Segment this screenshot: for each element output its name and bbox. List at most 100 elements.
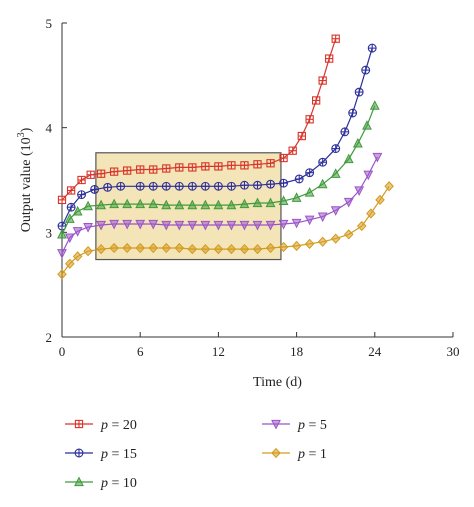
x-tick-label: 30	[447, 344, 460, 359]
data-point	[354, 186, 365, 196]
data-point	[372, 152, 383, 163]
y-axis-title-close: )	[19, 127, 34, 132]
data-point	[291, 240, 302, 252]
data-point	[213, 199, 224, 210]
x-tick-label: 24	[368, 344, 382, 359]
data-point	[187, 181, 197, 191]
legend-variable: p	[100, 418, 108, 433]
data-point	[122, 242, 132, 254]
data-point	[90, 184, 100, 194]
data-point	[278, 219, 289, 230]
data-point	[83, 200, 93, 211]
data-point	[109, 198, 120, 209]
data-point	[72, 227, 83, 237]
data-point	[266, 179, 275, 189]
data-point	[174, 220, 185, 231]
legend-label: p = 10	[100, 476, 137, 491]
data-point	[361, 65, 371, 75]
data-point	[304, 238, 315, 249]
legend-marker	[74, 419, 84, 429]
data-point	[291, 218, 302, 229]
data-point	[200, 199, 211, 210]
data-point	[304, 187, 315, 197]
data-point	[77, 175, 86, 185]
data-point	[318, 157, 328, 167]
data-point	[116, 181, 126, 191]
data-point	[265, 197, 276, 208]
data-point	[340, 127, 350, 137]
data-point	[66, 202, 76, 212]
legend-item: p = 10	[65, 476, 137, 491]
data-point	[148, 242, 159, 254]
data-point	[161, 220, 172, 231]
data-point	[187, 243, 198, 255]
data-point	[278, 195, 289, 206]
data-point	[343, 197, 354, 208]
legend: p = 20 p = 5p = 15 p = 1p = 10	[65, 418, 327, 491]
data-point	[369, 100, 380, 110]
data-point	[122, 219, 133, 230]
data-point	[288, 146, 297, 155]
data-point	[57, 249, 67, 259]
legend-value: = 15	[108, 447, 137, 462]
data-point	[122, 198, 133, 209]
data-point	[66, 186, 76, 195]
data-point	[77, 190, 87, 200]
data-point	[135, 219, 146, 230]
data-point	[239, 220, 250, 231]
x-tick-label: 18	[290, 344, 303, 359]
data-point	[57, 269, 67, 280]
legend-label: p = 5	[297, 418, 327, 433]
data-point	[366, 208, 376, 219]
data-point	[200, 181, 210, 191]
data-point	[278, 241, 289, 253]
data-point	[123, 166, 132, 175]
legend-item: p = 5	[262, 418, 327, 433]
data-point	[352, 137, 363, 148]
data-point	[325, 54, 334, 63]
y-tick-label: 2	[46, 330, 53, 345]
data-point	[240, 180, 249, 190]
data-point	[65, 258, 75, 269]
data-point	[253, 160, 262, 169]
x-axis-title: Time (d)	[253, 375, 302, 390]
data-point	[96, 220, 107, 231]
data-point	[174, 181, 184, 191]
data-point	[354, 87, 364, 97]
data-point	[161, 181, 171, 191]
data-point	[239, 198, 250, 209]
data-point	[83, 246, 93, 257]
y-axis-title: Output value (103)	[16, 127, 34, 232]
y-axis-title-superscript: 3	[16, 132, 27, 137]
data-point	[64, 213, 75, 223]
data-point	[375, 194, 385, 206]
data-point	[175, 163, 184, 172]
legend-value: = 1	[305, 447, 327, 462]
data-point	[367, 43, 377, 53]
legend-label: p = 15	[100, 447, 137, 462]
data-point	[318, 76, 327, 85]
data-point	[331, 34, 340, 43]
legend-label: p = 1	[297, 447, 327, 462]
data-point	[297, 131, 306, 141]
data-point	[109, 219, 120, 230]
data-point	[64, 233, 75, 244]
data-point	[96, 199, 107, 210]
data-point	[162, 164, 171, 173]
data-point	[348, 108, 358, 118]
data-point	[57, 228, 67, 239]
data-point	[161, 242, 172, 254]
data-point	[72, 205, 83, 216]
legend-variable: p	[297, 447, 305, 462]
legend-variable: p	[297, 418, 305, 433]
data-point	[213, 220, 224, 231]
data-point	[317, 178, 328, 189]
data-point	[356, 220, 367, 232]
data-point	[200, 220, 211, 231]
legend-variable: p	[100, 447, 108, 462]
data-point	[96, 169, 106, 178]
data-point	[174, 199, 185, 210]
series-3	[57, 100, 380, 239]
y-axis-title-main: Output value (10	[19, 137, 34, 232]
data-point	[330, 233, 341, 244]
